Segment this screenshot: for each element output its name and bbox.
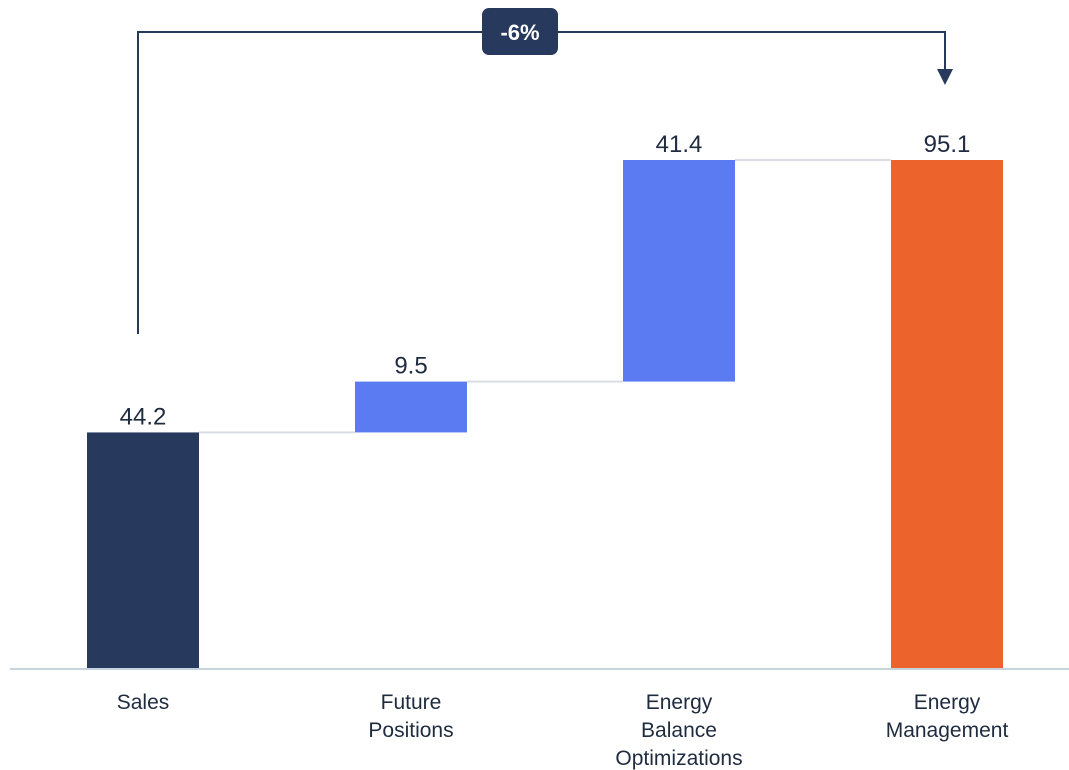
bar — [623, 160, 735, 382]
category-labels: Sales Future Positions Energy Balance Optimiz… — [117, 691, 1009, 770]
value-label: 9.5 — [394, 353, 427, 380]
value-label: 95.1 — [924, 131, 971, 158]
bar — [891, 160, 1003, 669]
bar — [87, 432, 199, 669]
change-badge-label: -6% — [500, 20, 539, 45]
category-label: Sales — [117, 691, 170, 714]
value-label: 41.4 — [656, 131, 703, 158]
category-label: Future Positions — [368, 691, 453, 742]
bar — [355, 381, 467, 433]
bracket-line — [137, 31, 946, 334]
category-label: Energy Balance Optimizations — [615, 691, 742, 770]
connector-lines — [199, 159, 891, 434]
value-labels: 44.2 9.5 41.4 95.1 — [120, 131, 971, 430]
category-label: Energy Management — [886, 691, 1009, 742]
bars — [87, 160, 1003, 669]
arrow-down-icon — [937, 69, 953, 85]
change-bracket: -6% — [137, 8, 953, 334]
change-badge — [482, 8, 558, 55]
value-label: 44.2 — [120, 403, 167, 430]
